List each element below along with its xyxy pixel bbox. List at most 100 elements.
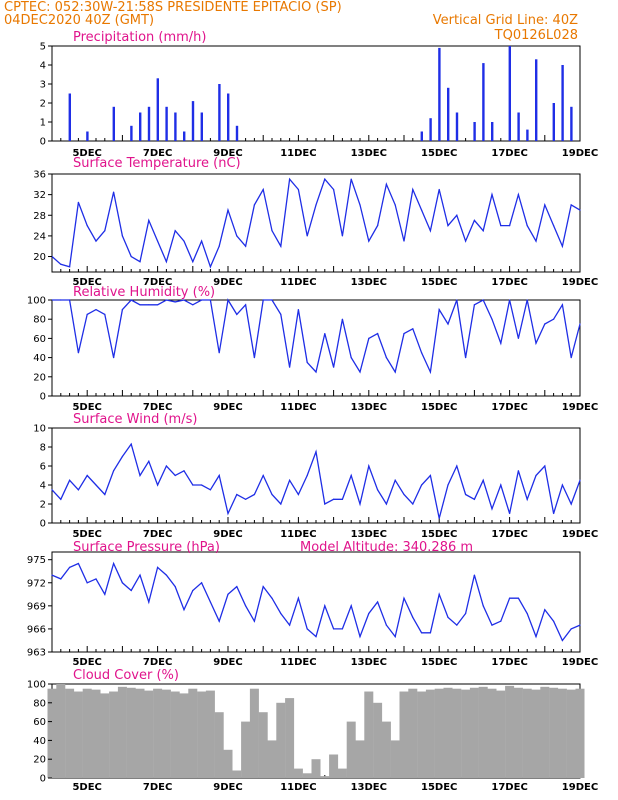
series-point: [201, 582, 203, 584]
y-tick-label: 0: [40, 519, 46, 530]
series-point: [570, 628, 572, 630]
cloud-cover-bar: [100, 693, 110, 778]
series-point: [69, 566, 71, 568]
series-point: [60, 263, 62, 265]
cloud-cover-bar: [452, 688, 462, 778]
series-point: [51, 489, 53, 491]
cloud-cover-bar: [381, 721, 391, 778]
cloud-cover-bar: [232, 770, 242, 778]
series-point: [315, 371, 317, 373]
series-point: [324, 333, 326, 335]
series-point: [77, 489, 79, 491]
series-point: [306, 474, 308, 477]
precip-bar: [447, 87, 450, 141]
series-point: [113, 191, 115, 193]
series-point: [359, 503, 361, 505]
x-tick-label: 15DEC: [421, 657, 457, 668]
series-point: [130, 299, 132, 301]
x-tick-label: 19DEC: [562, 148, 598, 159]
panel-frame: [51, 173, 581, 273]
series-point: [306, 628, 308, 630]
cloud-cover-bar: [249, 688, 259, 778]
cloud-cover-bar: [109, 691, 119, 778]
series-point: [262, 586, 264, 588]
series-point: [130, 443, 132, 445]
series-point: [121, 582, 123, 584]
series-point: [148, 304, 150, 306]
series-point: [130, 255, 132, 258]
y-tick-label: 20: [33, 372, 46, 383]
series-point: [60, 299, 62, 301]
series-point: [421, 209, 423, 211]
series-point: [289, 366, 291, 368]
series-point: [570, 503, 572, 505]
cloud-cover-bar: [302, 773, 312, 778]
series-point: [297, 309, 299, 311]
series-point: [394, 204, 396, 206]
cloud-cover-bar: [258, 712, 268, 778]
series-point: [209, 489, 211, 491]
precip-bar: [552, 103, 555, 141]
series-point: [429, 632, 431, 634]
series-point: [341, 498, 343, 500]
series-point: [236, 493, 238, 496]
series-point: [500, 484, 502, 486]
series-point: [165, 574, 167, 576]
x-tick-label: 19DEC: [562, 277, 598, 288]
precip-bar: [491, 122, 494, 141]
series-point: [561, 245, 564, 247]
series-point: [139, 574, 141, 576]
x-tick-label: 11DEC: [280, 148, 316, 159]
y-tick-label: 40: [33, 736, 46, 747]
series-point: [157, 484, 159, 486]
y-tick-label: 0: [40, 392, 46, 403]
panel-frame: [51, 427, 581, 524]
panel-title: Surface Wind (m/s): [73, 412, 197, 427]
series-point: [271, 299, 273, 301]
series-line: [51, 561, 581, 642]
x-tick-label: 5DEC: [72, 657, 101, 668]
series-point: [341, 235, 343, 237]
y-tick-label: 8: [40, 443, 46, 454]
series-point: [500, 224, 502, 227]
series-point: [121, 235, 123, 237]
cloud-cover-bar: [47, 688, 57, 778]
series-point: [315, 636, 317, 638]
series-point: [438, 517, 440, 519]
precip-bar: [191, 101, 195, 141]
cloud-cover-bar: [399, 691, 409, 778]
series-point: [253, 620, 255, 622]
series-point: [227, 299, 229, 301]
precip-bar: [156, 78, 159, 141]
series-point: [377, 224, 379, 227]
panel-5: 963 966 969 972 975 5DEC 7DEC 9DEC 11DEC 13DEC 15D…: [27, 540, 598, 668]
series-point: [447, 484, 449, 486]
series-point: [561, 484, 564, 486]
series-point: [297, 188, 299, 191]
series-point: [174, 230, 176, 232]
series-point: [262, 188, 264, 191]
series-point: [245, 498, 247, 500]
series-point: [368, 240, 370, 242]
series-point: [394, 636, 396, 638]
precip-bar: [86, 131, 89, 141]
series-point: [509, 299, 511, 301]
series-point: [86, 313, 88, 315]
series-point: [245, 304, 247, 306]
precip-bar: [68, 93, 71, 141]
series-point: [227, 593, 229, 595]
series-point: [500, 342, 502, 344]
series-point: [491, 624, 493, 626]
y-tick-label: 5: [40, 42, 46, 53]
y-tick-label: 80: [33, 315, 46, 326]
cloud-cover-bar: [346, 721, 356, 778]
x-tick-label: 17DEC: [491, 277, 527, 288]
series-point: [412, 328, 414, 330]
x-tick-label: 17DEC: [491, 657, 527, 668]
cloud-cover-bar: [241, 721, 251, 778]
series-point: [113, 470, 115, 472]
series-point: [473, 498, 475, 500]
cloud-cover-bar: [329, 754, 339, 778]
y-tick-label: 10: [33, 424, 46, 435]
series-point: [473, 574, 475, 576]
